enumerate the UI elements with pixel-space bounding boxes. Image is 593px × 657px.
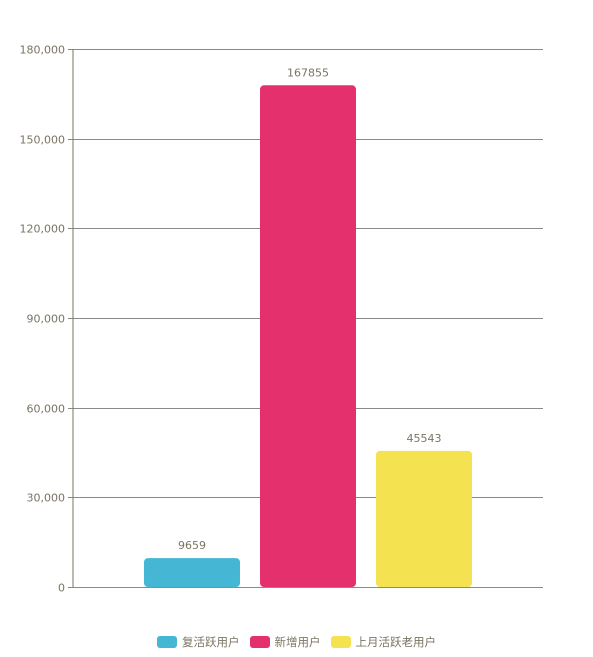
- bar-chart: 0 30,000 60,000 90,000 120,000 150,000 180,000…: [20, 44, 543, 595]
- data-labels: 9659 167855 45543: [178, 66, 442, 552]
- bar-2[interactable]: [376, 450, 472, 587]
- data-label-2: 45543: [407, 432, 442, 445]
- legend-swatch-last-month: [330, 636, 351, 648]
- y-tick-label: 120,000: [20, 223, 66, 236]
- legend-swatch-new: [249, 636, 270, 648]
- y-axis: 0 30,000 60,000 90,000 120,000 150,000 180,000: [20, 44, 74, 595]
- legend-label-reactivated: 复活跃用户: [182, 635, 240, 649]
- y-tick-label: 0: [58, 582, 65, 595]
- data-label-0: 9659: [178, 539, 206, 552]
- y-tick-label: 150,000: [20, 134, 66, 147]
- y-tick-label: 90,000: [27, 313, 66, 326]
- bar-1[interactable]: [260, 85, 356, 588]
- y-tick-label: 60,000: [27, 403, 66, 416]
- bars: [144, 85, 472, 588]
- legend-item-last-month[interactable]: 上月活跃老用户: [330, 634, 437, 650]
- legend: 复活跃用户 新增用户 上月活跃老用户: [0, 634, 593, 650]
- y-tick-label: 30,000: [27, 492, 66, 505]
- legend-label-last-month: 上月活跃老用户: [355, 635, 437, 649]
- y-tick-label: 180,000: [20, 44, 66, 57]
- legend-label-new: 新增用户: [274, 635, 321, 649]
- data-label-1: 167855: [287, 66, 329, 79]
- legend-item-reactivated[interactable]: 复活跃用户: [157, 634, 240, 650]
- legend-swatch-reactivated: [157, 636, 177, 648]
- bar-0[interactable]: [144, 558, 240, 587]
- legend-item-new[interactable]: 新增用户: [249, 634, 321, 650]
